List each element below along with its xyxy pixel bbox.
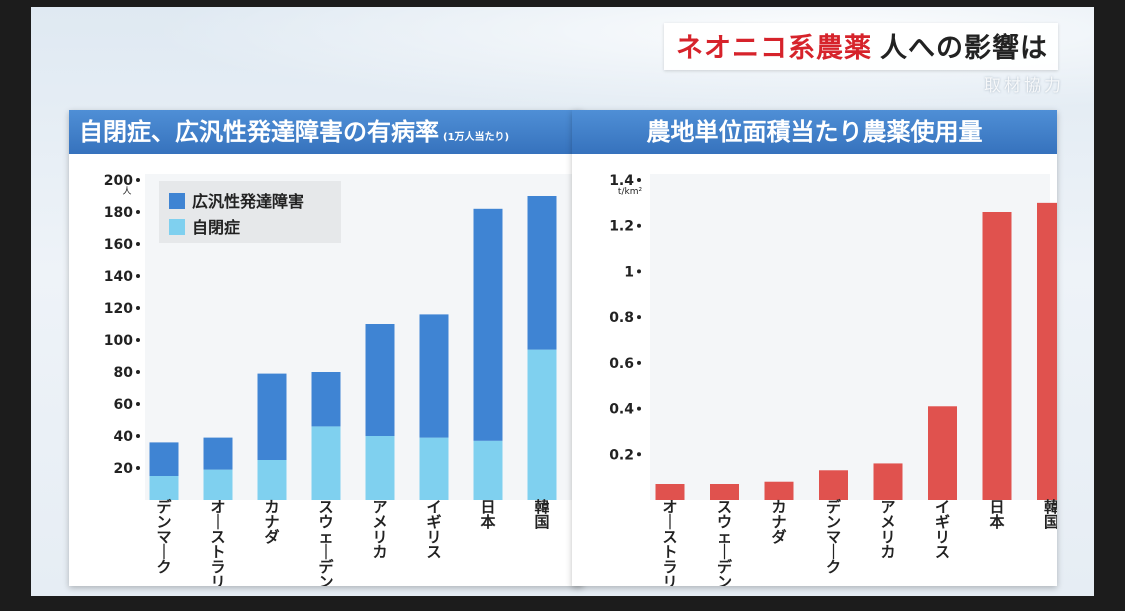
headline-part1: ネオニコ系農薬 <box>676 33 872 64</box>
x-category-label: アメリカ <box>372 498 387 561</box>
y-tick-mark <box>136 434 140 438</box>
y-tick-mark <box>136 306 140 310</box>
panel-title-pesticide: 農地単位面積当たり農薬使用量 <box>572 110 1057 154</box>
bar-segment <box>257 373 287 460</box>
bar-segment <box>527 196 557 350</box>
y-tick-mark <box>136 466 140 470</box>
bar-segment <box>527 349 557 500</box>
bar-segment <box>1037 202 1057 500</box>
bar-segment <box>764 481 794 500</box>
x-category-label: 日本 <box>989 498 1004 531</box>
bar-segment <box>982 212 1012 500</box>
y-tick-label: 100 <box>104 333 133 349</box>
x-category-label: アメリカ <box>880 498 895 561</box>
y-unit-label: t/km² <box>618 187 643 197</box>
autism-prevalence-panel: 自閉症、広汎性発達障害の有病率 (1万人当たり) 20 40 60 80 100 120 14… <box>69 110 583 586</box>
chart2-title: 農地単位面積当たり農薬使用量 <box>646 118 983 146</box>
y-tick-label: 80 <box>114 365 134 381</box>
bar-segment <box>873 463 903 500</box>
y-tick-label: 1.4 <box>609 173 634 189</box>
headline-banner: ネオニコ系農薬 人への影響は <box>664 23 1058 70</box>
y-tick-label: 120 <box>104 301 133 317</box>
bar-segment <box>203 437 233 470</box>
chart1-subtitle: (1万人当たり) <box>443 132 510 143</box>
x-category-label: スウェ｜デン <box>318 498 334 586</box>
bar-segment <box>311 372 341 427</box>
bar-segment <box>149 442 179 476</box>
panel-title-autism: 自閉症、広汎性発達障害の有病率 (1万人当たり) <box>69 110 583 154</box>
y-tick-mark <box>136 210 140 214</box>
y-tick-label: 1.2 <box>609 219 634 235</box>
legend-label: 自閉症 <box>192 218 240 237</box>
bar-segment <box>419 314 449 438</box>
bar-segment <box>655 484 685 500</box>
y-tick-label: 60 <box>114 397 134 413</box>
y-tick-mark <box>637 406 641 411</box>
x-category-label: イギリス <box>426 498 441 561</box>
bar-segment <box>419 437 449 500</box>
x-category-label: スウェ｜デン <box>717 498 733 586</box>
y-tick-label: 200 <box>104 173 133 189</box>
watermark: 取材協力 <box>984 76 1064 96</box>
y-tick-label: 0.4 <box>609 402 634 418</box>
pesticide-usage-chart: 0.2 0.4 0.6 0.8 1 1.2 1.4t/km² オ｜ストラリア スウェ｜デン カナダ… <box>609 173 1057 586</box>
y-tick-mark <box>136 242 140 246</box>
y-tick-mark <box>637 269 641 274</box>
y-tick-mark <box>136 338 140 342</box>
pesticide-usage-panel: 農地単位面積当たり農薬使用量 0.2 0.4 0.6 0.8 1 1.2 1.4 t/km² オ… <box>572 110 1057 586</box>
y-tick-label: 160 <box>104 237 133 253</box>
y-tick-label: 180 <box>104 205 133 221</box>
x-category-label: 韓国 <box>1044 498 1057 531</box>
y-tick-label: 140 <box>104 269 133 285</box>
legend-label: 広汎性発達障害 <box>192 192 304 211</box>
bar-segment <box>311 426 341 500</box>
chart1-title: 自閉症、広汎性発達障害の有病率 <box>79 118 439 146</box>
y-tick-label: 0.2 <box>609 447 634 463</box>
y-tick-label: 40 <box>114 429 134 445</box>
y-tick-label: 0.8 <box>609 310 634 326</box>
bar-segment <box>710 484 739 500</box>
y-tick-mark <box>136 274 140 278</box>
bar-segment <box>365 324 395 436</box>
x-category-label: デンマ｜ク <box>826 498 842 576</box>
bar-segment <box>149 476 179 500</box>
y-tick-mark <box>637 178 641 182</box>
bar-segment <box>928 406 957 500</box>
x-category-label: カナダ <box>264 498 279 546</box>
legend-swatch <box>169 193 185 209</box>
y-unit-label: 人 <box>122 186 131 197</box>
y-tick-label: 20 <box>114 461 134 477</box>
screen-frame: ネオニコ系農薬 人への影響は 取材協力 自閉症、広汎性発達障害の有病率 (1万人当た… <box>31 7 1094 596</box>
y-tick-mark <box>136 370 140 374</box>
bar-segment <box>819 470 848 500</box>
bar-segment <box>257 460 287 500</box>
x-category-label: オ｜ストラリア <box>210 498 225 586</box>
x-category-label: 韓国 <box>534 498 549 531</box>
y-tick-mark <box>637 360 641 365</box>
y-tick-label: 0.6 <box>609 356 634 372</box>
headline-part2: 人への影響は <box>880 33 1048 64</box>
bar-segment <box>473 440 503 500</box>
bar-segment <box>365 436 395 500</box>
x-category-label: 日本 <box>480 498 495 531</box>
legend-box <box>159 181 341 243</box>
y-tick-mark <box>637 452 641 457</box>
y-tick-mark <box>637 315 641 320</box>
x-category-label: オ｜ストラリア <box>662 498 677 586</box>
y-tick-mark <box>637 223 641 228</box>
x-category-label: イギリス <box>935 498 950 561</box>
y-tick-label: 1 <box>624 264 634 280</box>
bar-segment <box>203 469 233 500</box>
x-category-label: カナダ <box>771 498 786 546</box>
legend-swatch <box>169 219 185 235</box>
y-tick-mark <box>136 178 140 182</box>
x-category-label: デンマ｜ク <box>156 498 172 576</box>
y-tick-mark <box>136 402 140 406</box>
bar-segment <box>473 208 503 441</box>
